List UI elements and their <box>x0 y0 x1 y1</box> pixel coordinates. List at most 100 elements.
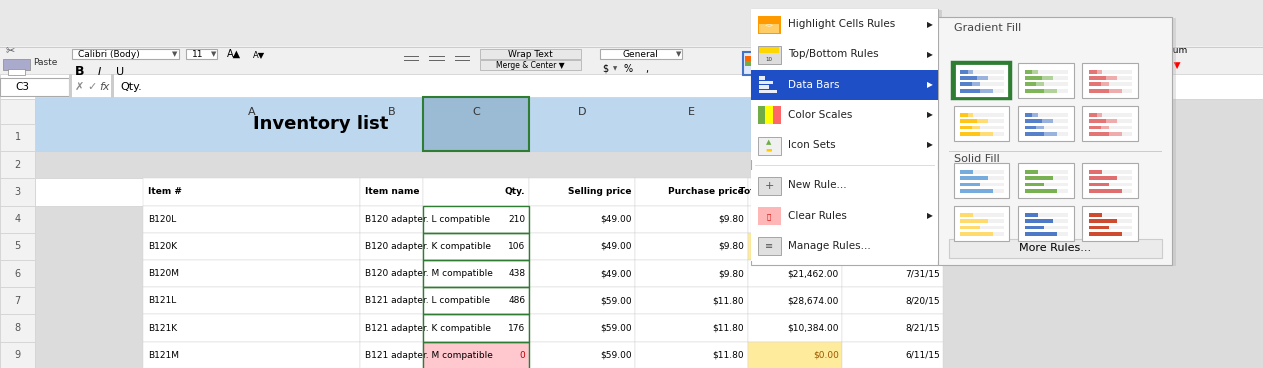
Text: B121M: B121M <box>148 351 179 360</box>
Bar <box>635 287 748 315</box>
Text: Last updated: Last updated <box>873 187 940 197</box>
Bar <box>69 48 347 85</box>
Text: Data Bars: Data Bars <box>788 79 840 90</box>
Bar <box>748 315 842 342</box>
Bar <box>960 82 980 86</box>
Text: Qty.: Qty. <box>505 187 525 197</box>
Bar <box>1109 183 1133 187</box>
Bar <box>1053 176 1068 180</box>
Bar <box>0 47 1263 48</box>
Text: Format: Format <box>1075 64 1110 74</box>
Bar <box>360 315 423 342</box>
Bar <box>360 287 423 315</box>
Bar <box>529 342 635 368</box>
Text: A▼: A▼ <box>253 50 265 59</box>
Bar <box>529 233 635 260</box>
Text: B121L: B121L <box>148 296 176 305</box>
Bar <box>404 56 419 57</box>
Bar <box>1018 206 1074 241</box>
Bar <box>1101 125 1109 130</box>
Text: $59.00: $59.00 <box>600 351 632 360</box>
Bar <box>1109 226 1133 230</box>
Bar <box>0 0 1263 46</box>
Bar <box>842 315 943 342</box>
Bar <box>960 76 989 80</box>
Bar <box>1053 76 1068 80</box>
Bar <box>748 260 842 287</box>
Bar <box>1057 232 1068 236</box>
Text: B: B <box>388 107 395 117</box>
Bar <box>748 99 842 124</box>
Bar <box>143 315 360 342</box>
Bar <box>758 46 781 64</box>
Text: B: B <box>75 65 85 78</box>
Text: New Rule...: New Rule... <box>788 180 846 191</box>
Bar <box>1024 183 1045 187</box>
Text: $9.80: $9.80 <box>719 242 744 251</box>
Bar <box>423 97 529 151</box>
Text: General: General <box>623 50 658 59</box>
Bar <box>751 39 938 70</box>
Bar <box>1103 113 1133 117</box>
Text: More Rules...: More Rules... <box>1019 243 1091 254</box>
Text: ▼: ▼ <box>762 70 767 75</box>
Bar <box>842 342 943 368</box>
Text: Total value of stock: Total value of stock <box>739 187 839 197</box>
Bar <box>1122 132 1133 136</box>
Bar <box>1096 70 1103 74</box>
Bar <box>1103 213 1133 217</box>
Bar <box>72 49 179 59</box>
Bar <box>360 178 423 206</box>
Text: C3: C3 <box>15 82 29 92</box>
Bar <box>480 49 581 59</box>
Text: 7: 7 <box>15 296 20 306</box>
Text: B121 adapter. K compatible: B121 adapter. K compatible <box>365 323 491 333</box>
Text: <>: <> <box>764 22 774 27</box>
Bar <box>143 206 360 233</box>
Text: 4: 4 <box>15 214 20 224</box>
Text: Icon Sets: Icon Sets <box>788 140 836 150</box>
Text: Fill ▼: Fill ▼ <box>1147 53 1170 62</box>
Text: 7/31/15: 7/31/15 <box>904 269 940 278</box>
Bar <box>758 106 765 124</box>
Text: B120 adapter. K compatible: B120 adapter. K compatible <box>365 242 491 251</box>
Bar <box>1103 170 1133 174</box>
Bar <box>974 70 1004 74</box>
Bar <box>748 178 842 206</box>
Bar <box>1082 163 1138 198</box>
Text: Merge & Center ▼: Merge & Center ▼ <box>496 61 565 70</box>
Bar <box>1045 132 1057 136</box>
Text: 8: 8 <box>15 323 20 333</box>
Text: ✗: ✗ <box>75 82 85 92</box>
Bar <box>529 315 635 342</box>
Bar <box>758 177 781 195</box>
Bar <box>759 47 779 53</box>
Text: Qty.: Qty. <box>120 82 141 92</box>
Bar <box>954 163 1009 198</box>
Text: A▲: A▲ <box>227 49 241 59</box>
Bar <box>960 170 974 174</box>
Bar <box>989 119 1004 123</box>
Text: Wrap Text: Wrap Text <box>508 50 553 59</box>
Bar <box>1057 89 1068 93</box>
Text: ◀ ▶: ◀ ▶ <box>1010 57 1023 63</box>
Text: Calibri (Body): Calibri (Body) <box>78 50 140 59</box>
Text: B121 adapter. M compatible: B121 adapter. M compatible <box>365 351 493 360</box>
Text: 8/20/15: 8/20/15 <box>906 296 940 305</box>
Text: ▼: ▼ <box>172 51 177 57</box>
Bar <box>0 99 35 124</box>
Text: $49.00: $49.00 <box>600 242 632 251</box>
Bar <box>1089 89 1122 93</box>
Bar <box>186 49 217 59</box>
Bar <box>1122 232 1133 236</box>
Bar <box>1082 63 1138 98</box>
Bar <box>745 61 762 66</box>
Bar <box>143 342 360 368</box>
Bar <box>1089 82 1109 86</box>
Bar <box>1024 119 1053 123</box>
Bar <box>35 97 842 151</box>
Bar <box>1089 226 1109 230</box>
Bar <box>960 113 974 117</box>
Bar <box>751 170 938 201</box>
Bar <box>1018 163 1074 198</box>
